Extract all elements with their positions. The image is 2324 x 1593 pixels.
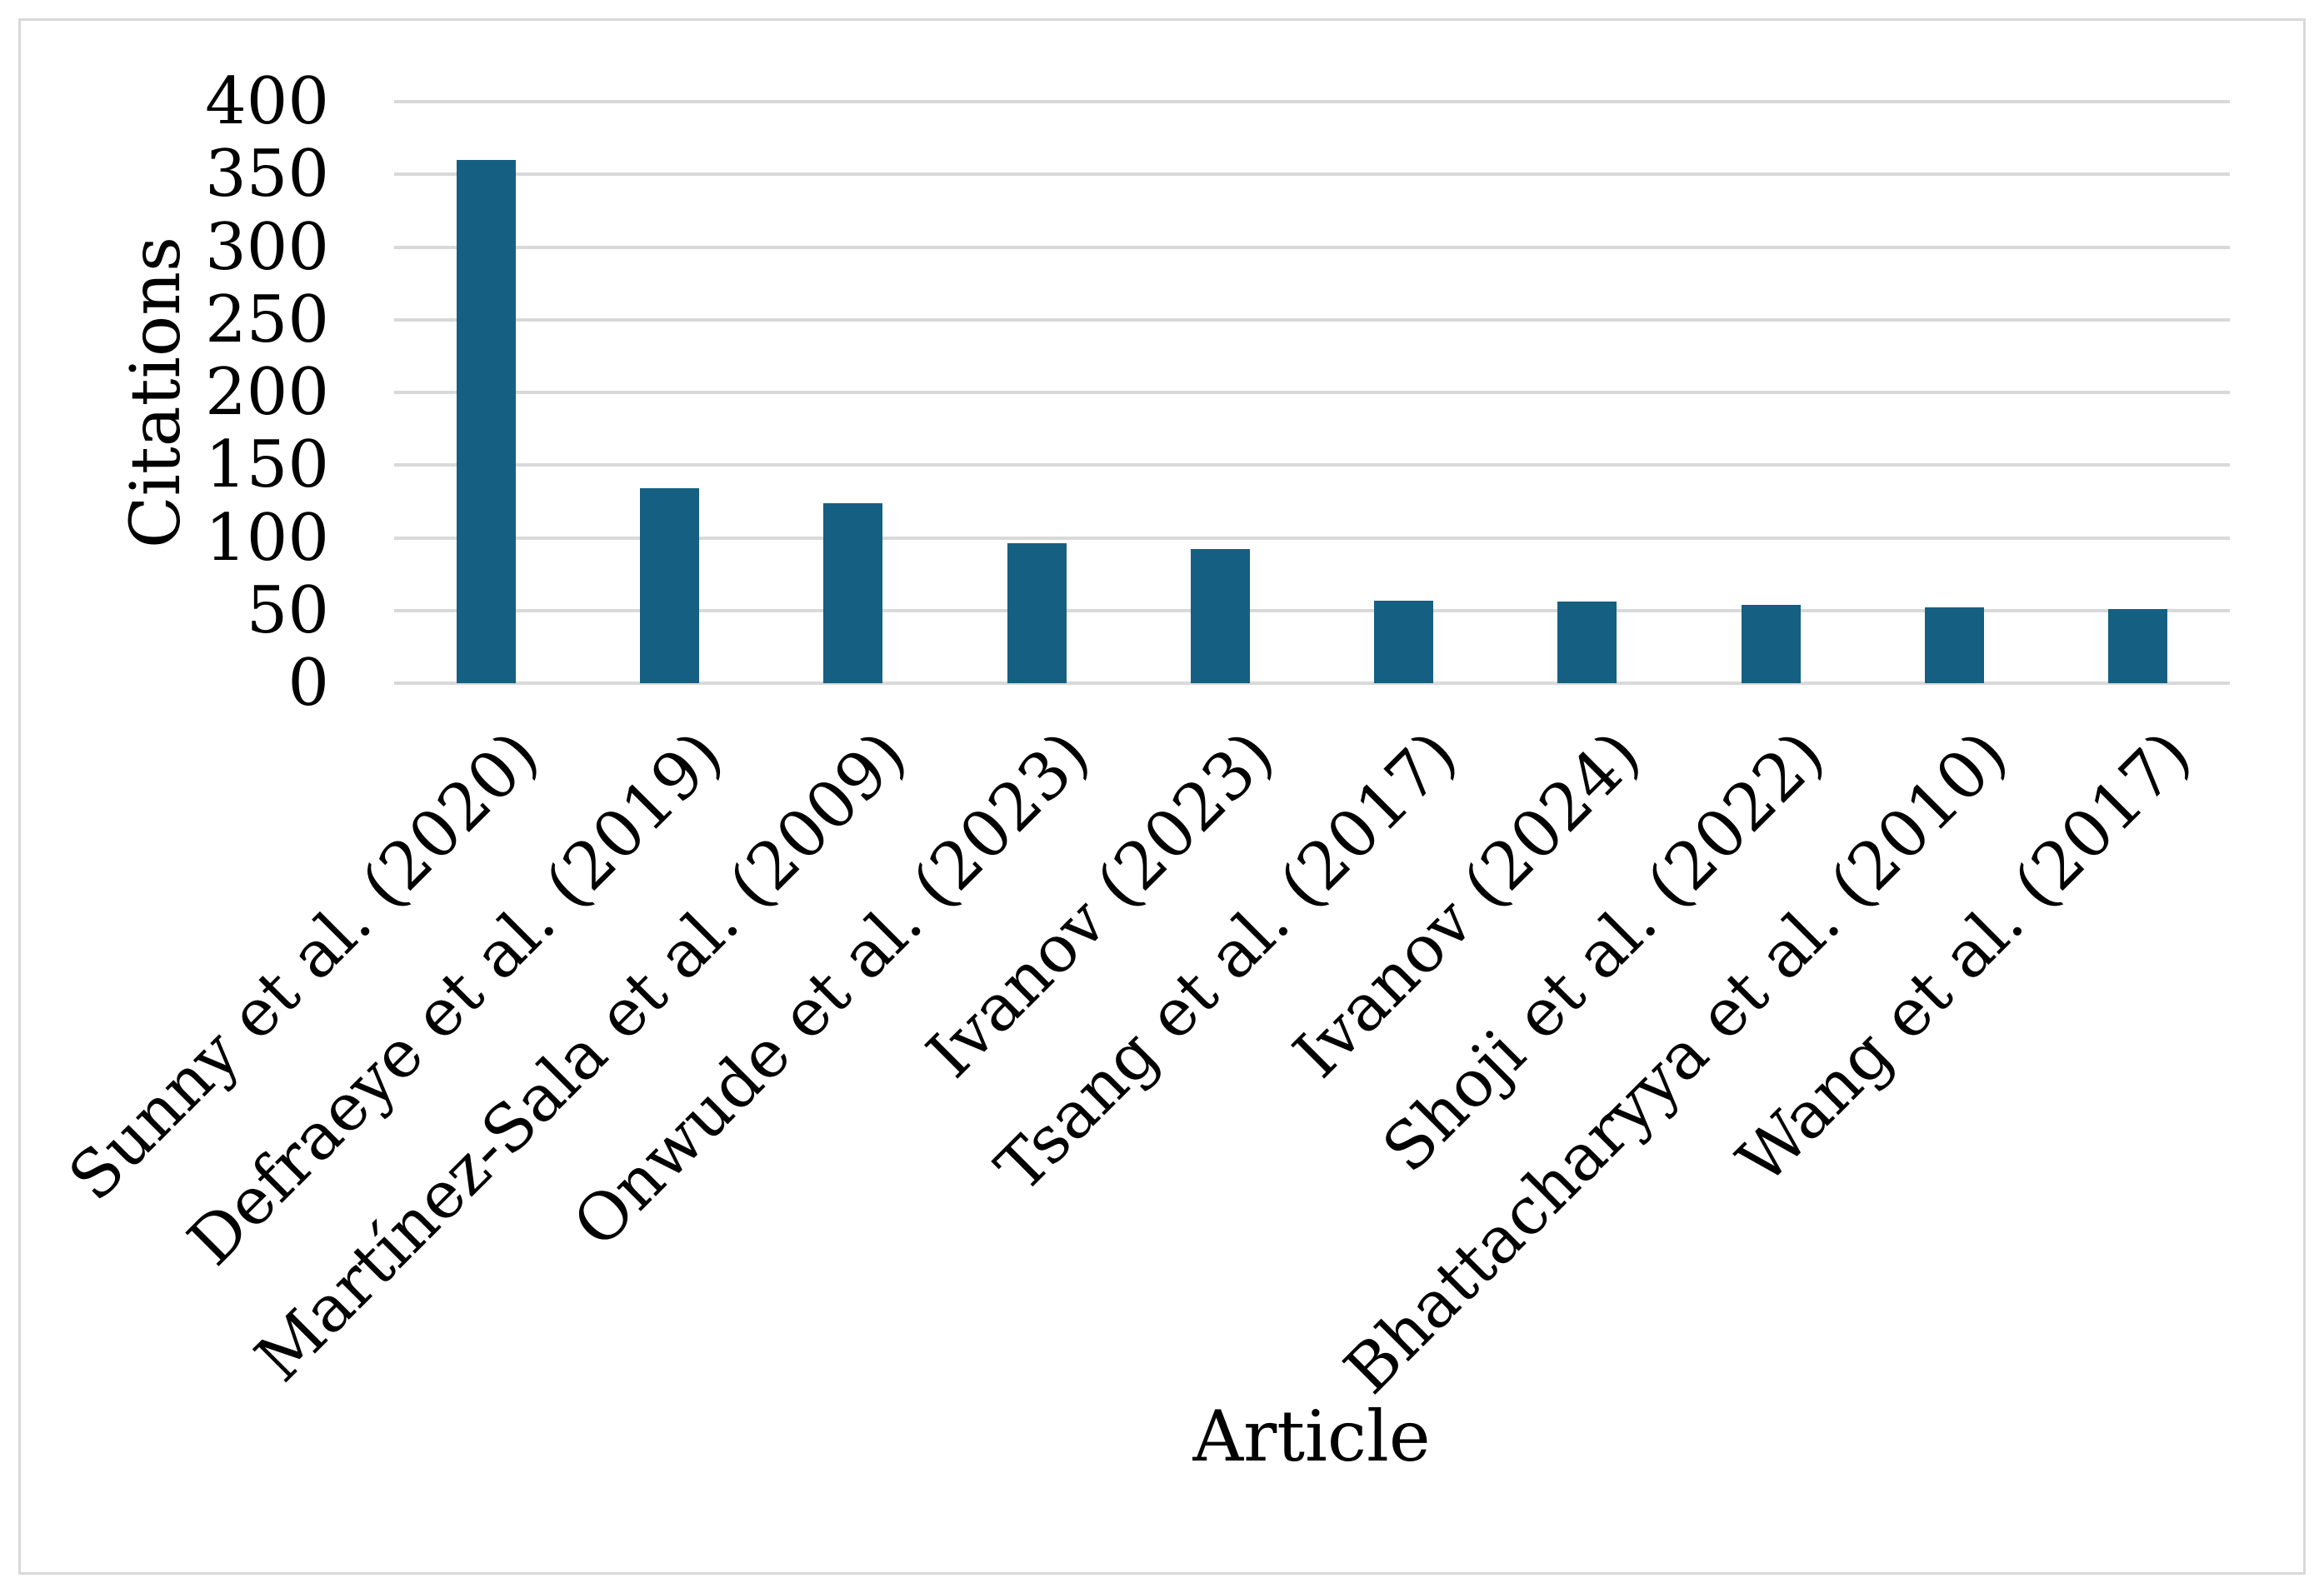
y-tick-label-0: 0: [287, 646, 329, 721]
y-tick-label-100: 100: [205, 500, 329, 576]
plot-area: [394, 100, 2230, 685]
gridline-200: [394, 391, 2230, 394]
bar-ivanov-2024: [1557, 602, 1617, 683]
bar-ivanov-2023: [1190, 549, 1250, 683]
bar-mart-nez-sala-et-al-2009: [823, 502, 883, 683]
y-tick-label-200: 200: [205, 355, 329, 430]
bar-defraeye-et-al-2019: [639, 488, 699, 683]
bar-wang-et-al-2017: [2108, 609, 2168, 683]
bar-shoji-et-al-2022: [1741, 604, 1801, 683]
chart-frame-border: [18, 18, 2306, 1575]
gridline-0: [394, 682, 2230, 685]
bar-onwude-et-al-2023: [1007, 543, 1067, 683]
y-tick-label-350: 350: [205, 137, 329, 212]
y-tick-label-400: 400: [205, 64, 329, 139]
y-tick-label-150: 150: [205, 427, 329, 503]
gridline-150: [394, 463, 2230, 467]
y-tick-label-300: 300: [205, 209, 329, 285]
gridline-300: [394, 245, 2230, 249]
y-axis-tick-labels: 0 50 100 150 200 250 300 350 400: [0, 69, 329, 716]
x-axis-title: Article: [1192, 1396, 1431, 1477]
x-tick-label-bhattacharyya-et-al-2010: Bhattacharyya et al. (2010): [1331, 717, 2022, 1409]
gridline-400: [394, 100, 2230, 103]
y-tick-label-250: 250: [205, 282, 329, 357]
bar-bhattacharyya-et-al-2010: [1925, 607, 1985, 683]
gridline-350: [394, 172, 2230, 177]
bar-sunny-et-al-2020: [456, 159, 516, 683]
y-tick-label-50: 50: [246, 572, 329, 648]
gridline-50: [394, 608, 2230, 612]
gridline-100: [394, 536, 2230, 540]
x-tick-label-ivanov-2024: Ivanov (2024): [1280, 717, 1656, 1093]
bar-tsang-et-al-2017: [1374, 600, 1434, 683]
gridline-250: [394, 317, 2230, 322]
